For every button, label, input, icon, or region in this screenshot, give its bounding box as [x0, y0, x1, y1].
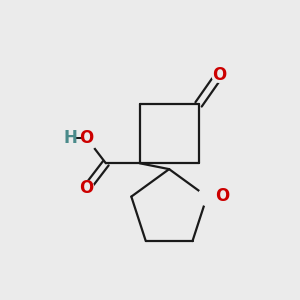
- Text: O: O: [215, 187, 230, 205]
- Text: O: O: [212, 66, 226, 84]
- Circle shape: [79, 181, 94, 196]
- Text: O: O: [80, 179, 94, 197]
- Circle shape: [198, 188, 216, 206]
- Text: O: O: [80, 129, 94, 147]
- Circle shape: [75, 126, 98, 150]
- Circle shape: [212, 68, 226, 82]
- Text: H: H: [64, 129, 77, 147]
